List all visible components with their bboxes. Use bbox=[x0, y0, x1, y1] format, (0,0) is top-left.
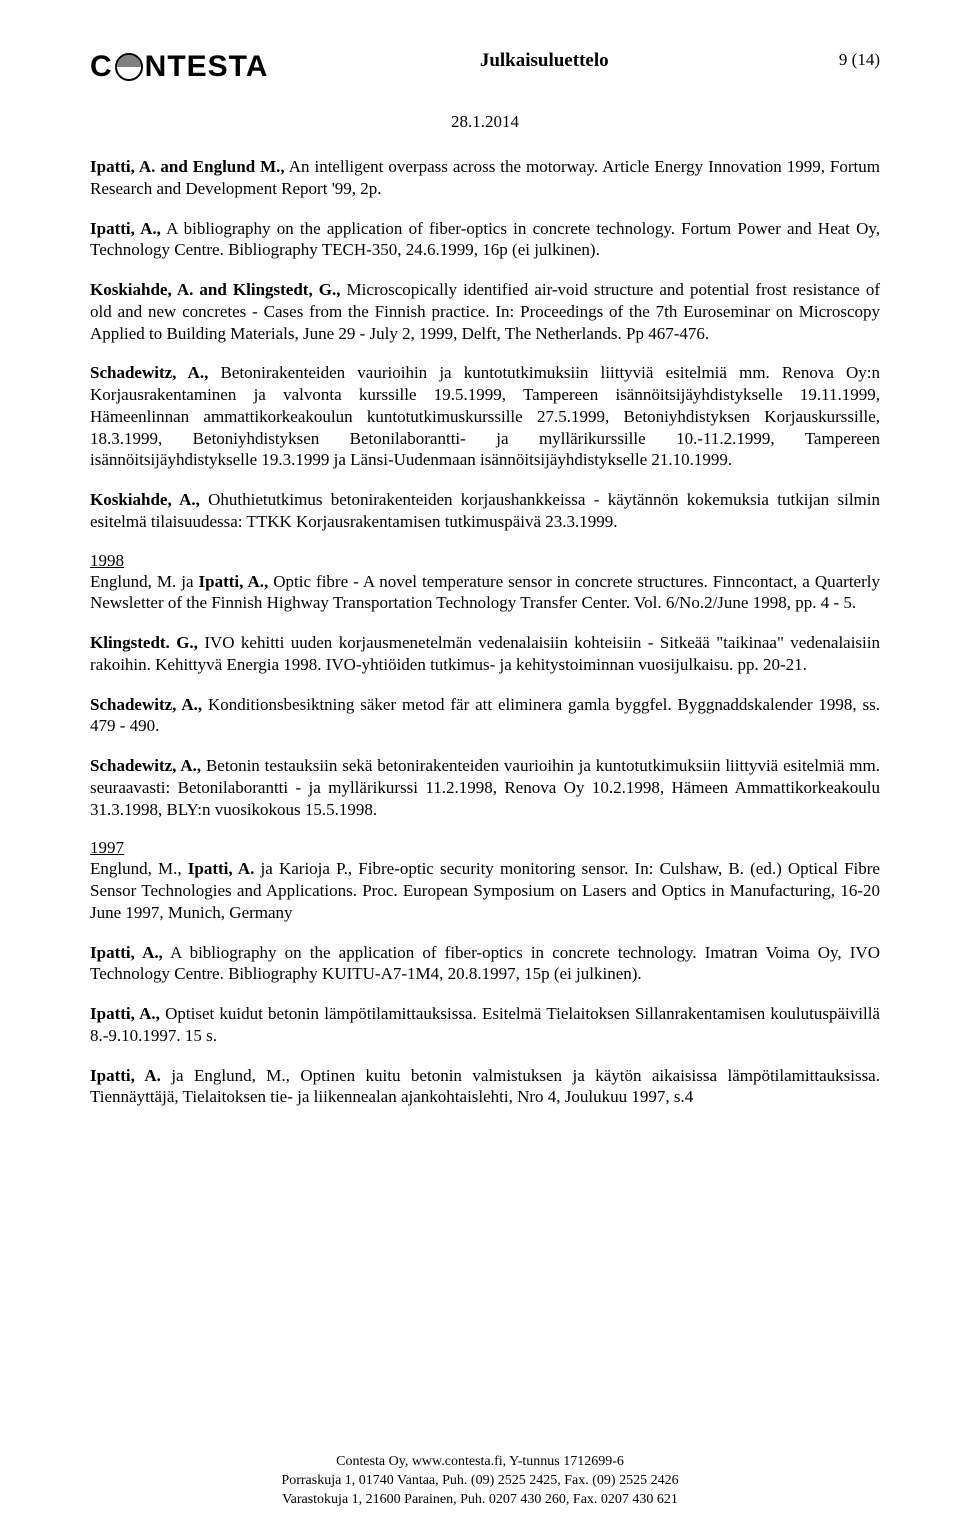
footer-line: Porraskuja 1, 01740 Vantaa, Puh. (09) 25… bbox=[0, 1472, 960, 1491]
author: Ipatti, A. bbox=[90, 1066, 161, 1085]
entry-text: A bibliography on the application of fib… bbox=[90, 219, 880, 260]
entry-text: ja Karioja P bbox=[254, 859, 343, 878]
entry-text: Ohuthietutkimus betonirakenteiden korjau… bbox=[90, 490, 880, 531]
author: Ipatti, A. bbox=[188, 859, 255, 878]
entry-text: , bbox=[177, 859, 187, 878]
bibliography-entry: Koskiahde, A., Ohuthietutkimus betonirak… bbox=[90, 489, 880, 533]
author: Koskiahde, A. and Klingstedt, G., bbox=[90, 280, 341, 299]
author: Ipatti, A. and Englund M., bbox=[90, 157, 285, 176]
entry-text: Optiset kuidut betonin lämpötilamittauks… bbox=[90, 1004, 880, 1045]
author-text: Englund, M. bbox=[90, 859, 177, 878]
logo: C NTESTA bbox=[90, 50, 268, 84]
footer-line: Contesta Oy, www.contesta.fi, Y-tunnus 1… bbox=[0, 1453, 960, 1472]
author: Ipatti, A., bbox=[90, 1004, 160, 1023]
entry-text: Betonin testauksiin sekä betonirakenteid… bbox=[90, 756, 880, 819]
bibliography-entry: Ipatti, A., A bibliography on the applic… bbox=[90, 218, 880, 262]
author: Ipatti, A., bbox=[90, 219, 161, 238]
author: Schadewitz, A., bbox=[90, 363, 208, 382]
entry-text: A bibliography on the application of fib… bbox=[90, 943, 880, 984]
author-text: Englund, M. bbox=[90, 572, 176, 591]
entry-text: ja bbox=[176, 572, 198, 591]
bibliography-entry: Ipatti, A. and Englund M., An intelligen… bbox=[90, 156, 880, 200]
entry-text: Konditionsbesiktning säker metod fär att… bbox=[90, 695, 880, 736]
header-title: Julkaisuluettelo bbox=[268, 50, 820, 72]
bibliography-entry: Koskiahde, A. and Klingstedt, G., Micros… bbox=[90, 279, 880, 344]
page: C NTESTA Julkaisuluettelo 9 (14) 28.1.20… bbox=[0, 0, 960, 1534]
author: Ipatti, A., bbox=[199, 572, 269, 591]
author: Klingstedt. G., bbox=[90, 633, 198, 652]
date-line: 28.1.2014 bbox=[90, 112, 880, 132]
entry-text: IVO kehitti uuden korjausmenetelmän vede… bbox=[90, 633, 880, 674]
year-heading: 1998 bbox=[90, 551, 880, 571]
logo-text-right: NTESTA bbox=[145, 50, 269, 84]
logo-circle-icon bbox=[115, 53, 143, 81]
page-indicator: 9 (14) bbox=[820, 50, 880, 70]
bibliography-entry: Schadewitz, A., Betonirakenteiden vaurio… bbox=[90, 362, 880, 471]
bibliography-entry: Ipatti, A. ja Englund, M., Optinen kuitu… bbox=[90, 1065, 880, 1109]
author: Koskiahde, A., bbox=[90, 490, 200, 509]
bibliography-entry: Ipatti, A., A bibliography on the applic… bbox=[90, 942, 880, 986]
bibliography-entry: Schadewitz, A., Konditionsbesiktning säk… bbox=[90, 694, 880, 738]
author: Schadewitz, A., bbox=[90, 756, 201, 775]
entry-text: ja Englund, M bbox=[161, 1066, 282, 1085]
author: Ipatti, A., bbox=[90, 943, 163, 962]
logo-text-left: C bbox=[90, 50, 113, 84]
footer: Contesta Oy, www.contesta.fi, Y-tunnus 1… bbox=[0, 1453, 960, 1510]
bibliography-entry: Ipatti, A., Optiset kuidut betonin lämpö… bbox=[90, 1003, 880, 1047]
header-row: C NTESTA Julkaisuluettelo 9 (14) bbox=[90, 50, 880, 84]
bibliography-entry: Englund, M. ja Ipatti, A., Optic fibre -… bbox=[90, 571, 880, 615]
bibliography-entry: Englund, M., Ipatti, A. ja Karioja P., F… bbox=[90, 858, 880, 923]
bibliography-entry: Schadewitz, A., Betonin testauksiin sekä… bbox=[90, 755, 880, 820]
bibliography-entry: Klingstedt. G., IVO kehitti uuden korjau… bbox=[90, 632, 880, 676]
entry-text: Betonirakenteiden vaurioihin ja kuntotut… bbox=[90, 363, 880, 469]
footer-line: Varastokuja 1, 21600 Parainen, Puh. 0207… bbox=[0, 1491, 960, 1510]
year-heading: 1997 bbox=[90, 838, 880, 858]
author: Schadewitz, A., bbox=[90, 695, 202, 714]
